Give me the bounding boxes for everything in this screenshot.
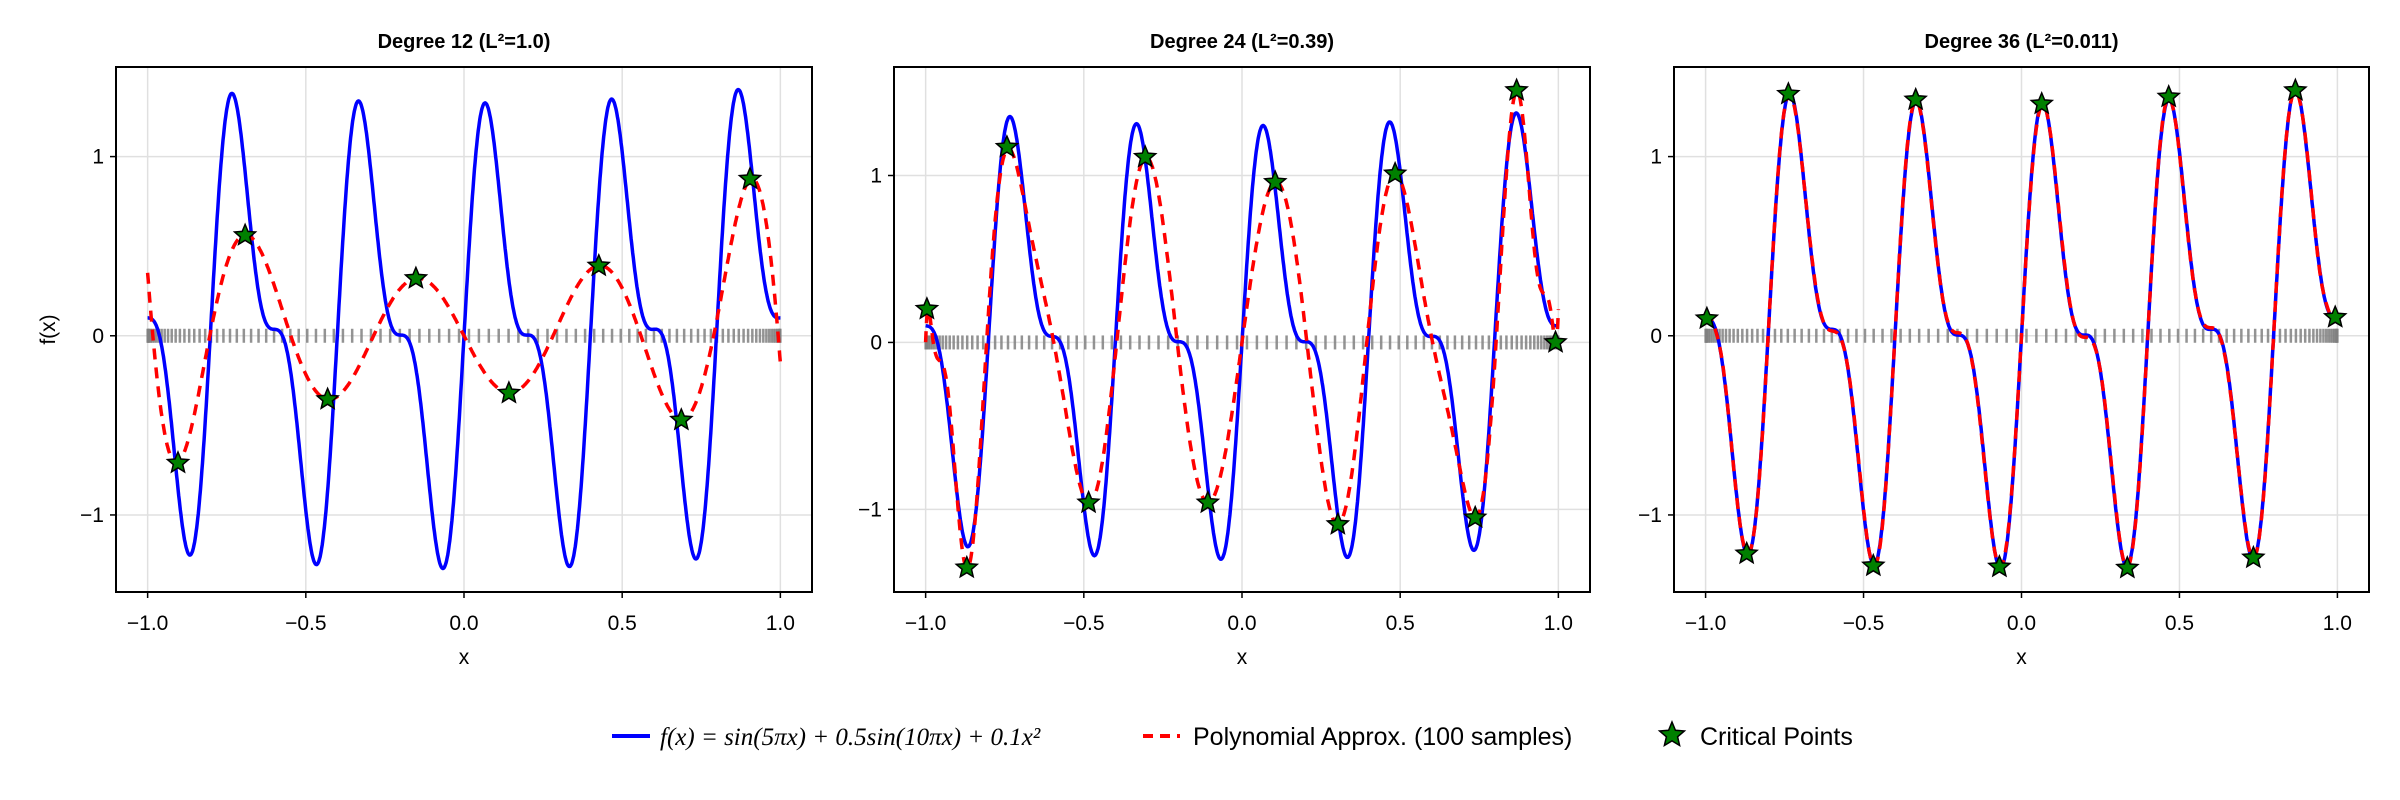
y-axis-label: f(x) bbox=[37, 314, 60, 344]
critical-point bbox=[315, 386, 340, 410]
legend-function-label: f(x) = sin(5πx) + 0.5sin(10πx) + 0.1x² bbox=[660, 724, 1041, 751]
x-tick-label: −1.0 bbox=[905, 612, 946, 635]
x-tick-label: 0.0 bbox=[2007, 612, 2036, 635]
legend-star-icon bbox=[1657, 720, 1687, 748]
critical-point bbox=[1861, 552, 1886, 577]
critical-point bbox=[586, 252, 612, 277]
x-tick-label: 0.5 bbox=[1386, 612, 1415, 635]
y-tick-label: −1 bbox=[1638, 504, 1662, 527]
critical-point bbox=[2241, 544, 2266, 569]
critical-point bbox=[1987, 553, 2012, 578]
critical-point bbox=[496, 380, 522, 404]
critical-point bbox=[994, 134, 1020, 158]
critical-point bbox=[954, 554, 980, 579]
critical-point bbox=[1504, 77, 1529, 101]
panel-2: −1.0 −0.5 0.0 0.5 1.0 −1 0 1 Degree 24 (L²=0.39)… bbox=[858, 31, 1591, 669]
critical-point bbox=[1195, 489, 1221, 514]
x-axis-label: x bbox=[459, 646, 470, 669]
approx-line bbox=[1703, 89, 2340, 569]
y-tick-label: 0 bbox=[92, 325, 104, 348]
panel-3: −1.0 −0.5 0.0 0.5 1.0 −1 0 1 Degree 36 (L²=0.011… bbox=[1638, 31, 2370, 669]
legend: f(x) = sin(5πx) + 0.5sin(10πx) + 0.1x² P… bbox=[612, 720, 1853, 751]
x-tick-label: −1.0 bbox=[127, 612, 168, 635]
x-tick-label: 1.0 bbox=[1544, 612, 1573, 635]
critical-point bbox=[1734, 540, 1759, 565]
critical-point bbox=[914, 296, 940, 320]
x-tick-label: 0.0 bbox=[449, 612, 478, 635]
critical-point bbox=[2115, 555, 2140, 579]
approx-line bbox=[145, 177, 783, 465]
x-tick-label: 0.0 bbox=[1227, 612, 1256, 635]
panel-1: −1.0 −0.5 0.0 0.5 1.0 −1 0 1 Degree 12 (L²=1.0) x… bbox=[37, 31, 813, 669]
axes-frame bbox=[893, 66, 1591, 593]
critical-point bbox=[232, 222, 258, 246]
critical-point bbox=[165, 450, 191, 474]
x-tick-label: 0.5 bbox=[2165, 612, 2194, 635]
y-tick-label: 1 bbox=[870, 165, 882, 188]
x-tick-label: 0.5 bbox=[608, 612, 637, 635]
critical-point bbox=[2283, 77, 2308, 101]
legend-approx-label: Polynomial Approx. (100 samples) bbox=[1193, 723, 1572, 751]
y-tick-label: 1 bbox=[92, 146, 104, 169]
y-tick-label: 0 bbox=[870, 331, 882, 354]
y-tick-label: 1 bbox=[1650, 146, 1662, 169]
legend-critical-label: Critical Points bbox=[1700, 723, 1853, 751]
critical-point bbox=[2156, 83, 2182, 108]
critical-point bbox=[1262, 169, 1288, 193]
x-tick-label: −1.0 bbox=[1685, 612, 1726, 635]
y-tick-label: −1 bbox=[858, 498, 882, 521]
panel-title: Degree 36 (L²=0.011) bbox=[1925, 31, 2119, 53]
critical-point bbox=[1543, 329, 1568, 353]
critical-point bbox=[2322, 304, 2348, 328]
x-tick-label: −0.5 bbox=[1063, 612, 1104, 635]
critical-point bbox=[1382, 160, 1408, 185]
critical-point bbox=[1132, 144, 1158, 168]
critical-point bbox=[1903, 86, 1928, 111]
critical-point bbox=[669, 407, 694, 431]
critical-point bbox=[1462, 504, 1488, 529]
x-axis-label: x bbox=[2016, 646, 2027, 669]
y-tick-label: 0 bbox=[1650, 325, 1662, 348]
y-tick-label: −1 bbox=[80, 504, 104, 527]
critical-point bbox=[1694, 305, 1720, 330]
x-tick-label: 1.0 bbox=[766, 612, 795, 635]
panel-title: Degree 24 (L²=0.39) bbox=[1150, 31, 1334, 53]
critical-point bbox=[1076, 489, 1101, 514]
critical-point bbox=[403, 265, 429, 289]
axes-frame bbox=[1673, 66, 2370, 593]
approx-line bbox=[923, 89, 1561, 571]
x-tick-label: −0.5 bbox=[1843, 612, 1884, 635]
critical-point bbox=[2029, 90, 2055, 115]
critical-point bbox=[737, 166, 763, 190]
x-tick-label: 1.0 bbox=[2323, 612, 2352, 635]
axes-frame bbox=[115, 66, 813, 593]
x-tick-label: −0.5 bbox=[285, 612, 326, 635]
critical-point bbox=[1325, 511, 1351, 535]
critical-point bbox=[1776, 81, 1801, 105]
x-axis-label: x bbox=[1237, 646, 1248, 669]
panel-title: Degree 12 (L²=1.0) bbox=[378, 31, 551, 53]
